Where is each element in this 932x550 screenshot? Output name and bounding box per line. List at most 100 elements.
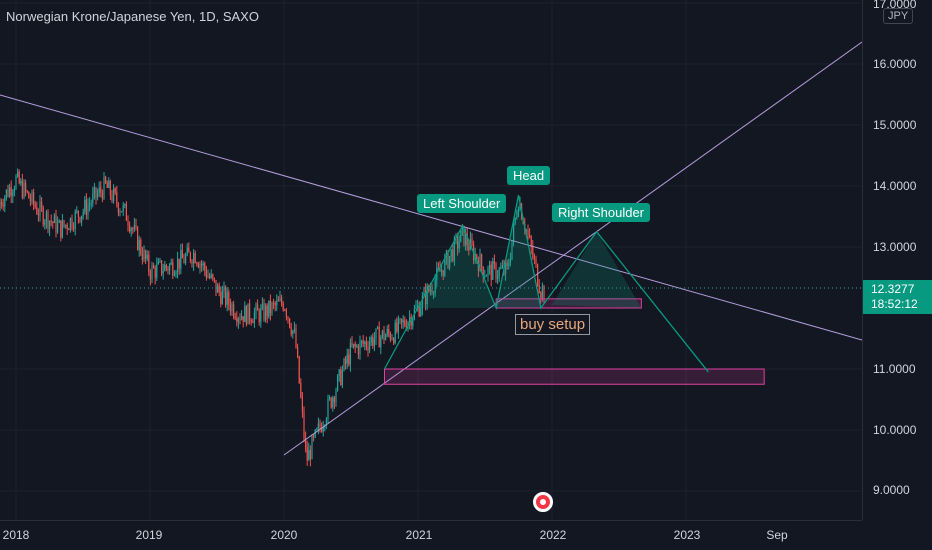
candle-body [260,308,262,322]
candle-body [527,230,529,236]
candle-body [369,342,371,350]
currency-badge[interactable]: JPY [883,8,914,24]
candle-body [172,262,174,276]
candle-body [337,375,339,391]
time-tick: 2023 [673,528,701,542]
candle-body [34,204,36,208]
candle-body [148,254,150,272]
candle-body [505,262,507,274]
candle-body [20,180,22,184]
candle-body [58,220,60,223]
candle-body [77,210,79,218]
candle-body [133,224,135,230]
candle-body [5,189,7,198]
time-tick: 2020 [270,528,298,542]
target-icon[interactable] [533,492,553,512]
candle-body [353,343,355,347]
candle-body [281,297,283,304]
candle-body [492,261,494,280]
candle-body [162,271,164,274]
price-chart[interactable] [0,0,863,520]
candle-body [514,217,516,224]
candle-body [372,337,374,346]
left-shoulder-label[interactable]: Left Shoulder [417,194,507,213]
candle-body [325,419,327,426]
candle-body [429,289,431,292]
candle-body [458,242,460,249]
candle-body [178,258,180,269]
candle-body [73,227,75,229]
candle-body [263,303,265,320]
candle-body [247,303,249,325]
candle-body [241,316,243,320]
candle-body [199,263,201,268]
candle-body [421,295,423,309]
candle-body [229,304,231,312]
candle-body [18,171,20,184]
left-shoulder-fill [418,225,497,308]
head-label[interactable]: Head [507,166,551,185]
candle-body [111,195,113,201]
candle-body [2,205,4,207]
candle-body [298,356,300,383]
candle-body [71,218,73,228]
candle-body [308,450,310,461]
candle-body [7,189,9,197]
candle-body [533,257,535,260]
candle-body [92,193,94,204]
candle-body [345,358,347,364]
candle-body [517,209,519,217]
candle-body [335,390,337,403]
candle-body [0,201,1,211]
candle-body [84,199,86,212]
candle-body [487,267,489,276]
candle-body [169,264,171,271]
candle-body [509,259,511,265]
candle-body [404,320,406,326]
candle-body [525,230,527,232]
candle-body [415,307,417,309]
candle-body [146,254,148,259]
candle-body [373,338,375,346]
candle-body [388,329,390,334]
zone-rect [495,298,642,309]
candle-body [49,220,51,229]
candle-body [495,263,497,280]
candle-body [220,292,222,305]
candle-body [61,220,63,238]
candle-body [378,327,380,348]
candle-body [193,252,195,265]
price-axis[interactable] [862,0,932,520]
candle-body [447,251,449,268]
last-price-tag: 12.3277 18:52:12 [863,280,932,314]
candle-body [377,327,379,329]
price-tick: 14.0000 [873,179,917,193]
candle-body [471,238,473,245]
chart-area[interactable] [0,0,863,520]
candle-body [541,286,543,298]
symbol-title[interactable]: Norwegian Krone/Japanese Yen, 1D, SAXO [6,9,259,24]
candle-body [223,287,225,292]
candle-body [215,279,217,293]
right-shoulder-label[interactable]: Right Shoulder [552,203,650,222]
candle-body [465,233,467,246]
candle-body [85,199,87,215]
candle-body [258,310,260,322]
candle-body [173,274,175,276]
candle-body [333,397,335,403]
candle-body [433,292,435,294]
buy-setup-label[interactable]: buy setup [515,314,591,335]
candle-body [405,325,407,330]
candle-body [261,303,263,309]
candle-body [87,204,89,215]
candle-body [186,247,188,256]
candle-body [137,227,139,250]
time-axis[interactable] [0,520,862,550]
candle-body [236,318,238,322]
candle-body [532,247,534,258]
candle-body [90,203,92,205]
countdown-timer: 18:52:12 [871,297,918,311]
candle-body [297,347,299,357]
candle-body [63,220,65,227]
candle-body [410,316,412,326]
